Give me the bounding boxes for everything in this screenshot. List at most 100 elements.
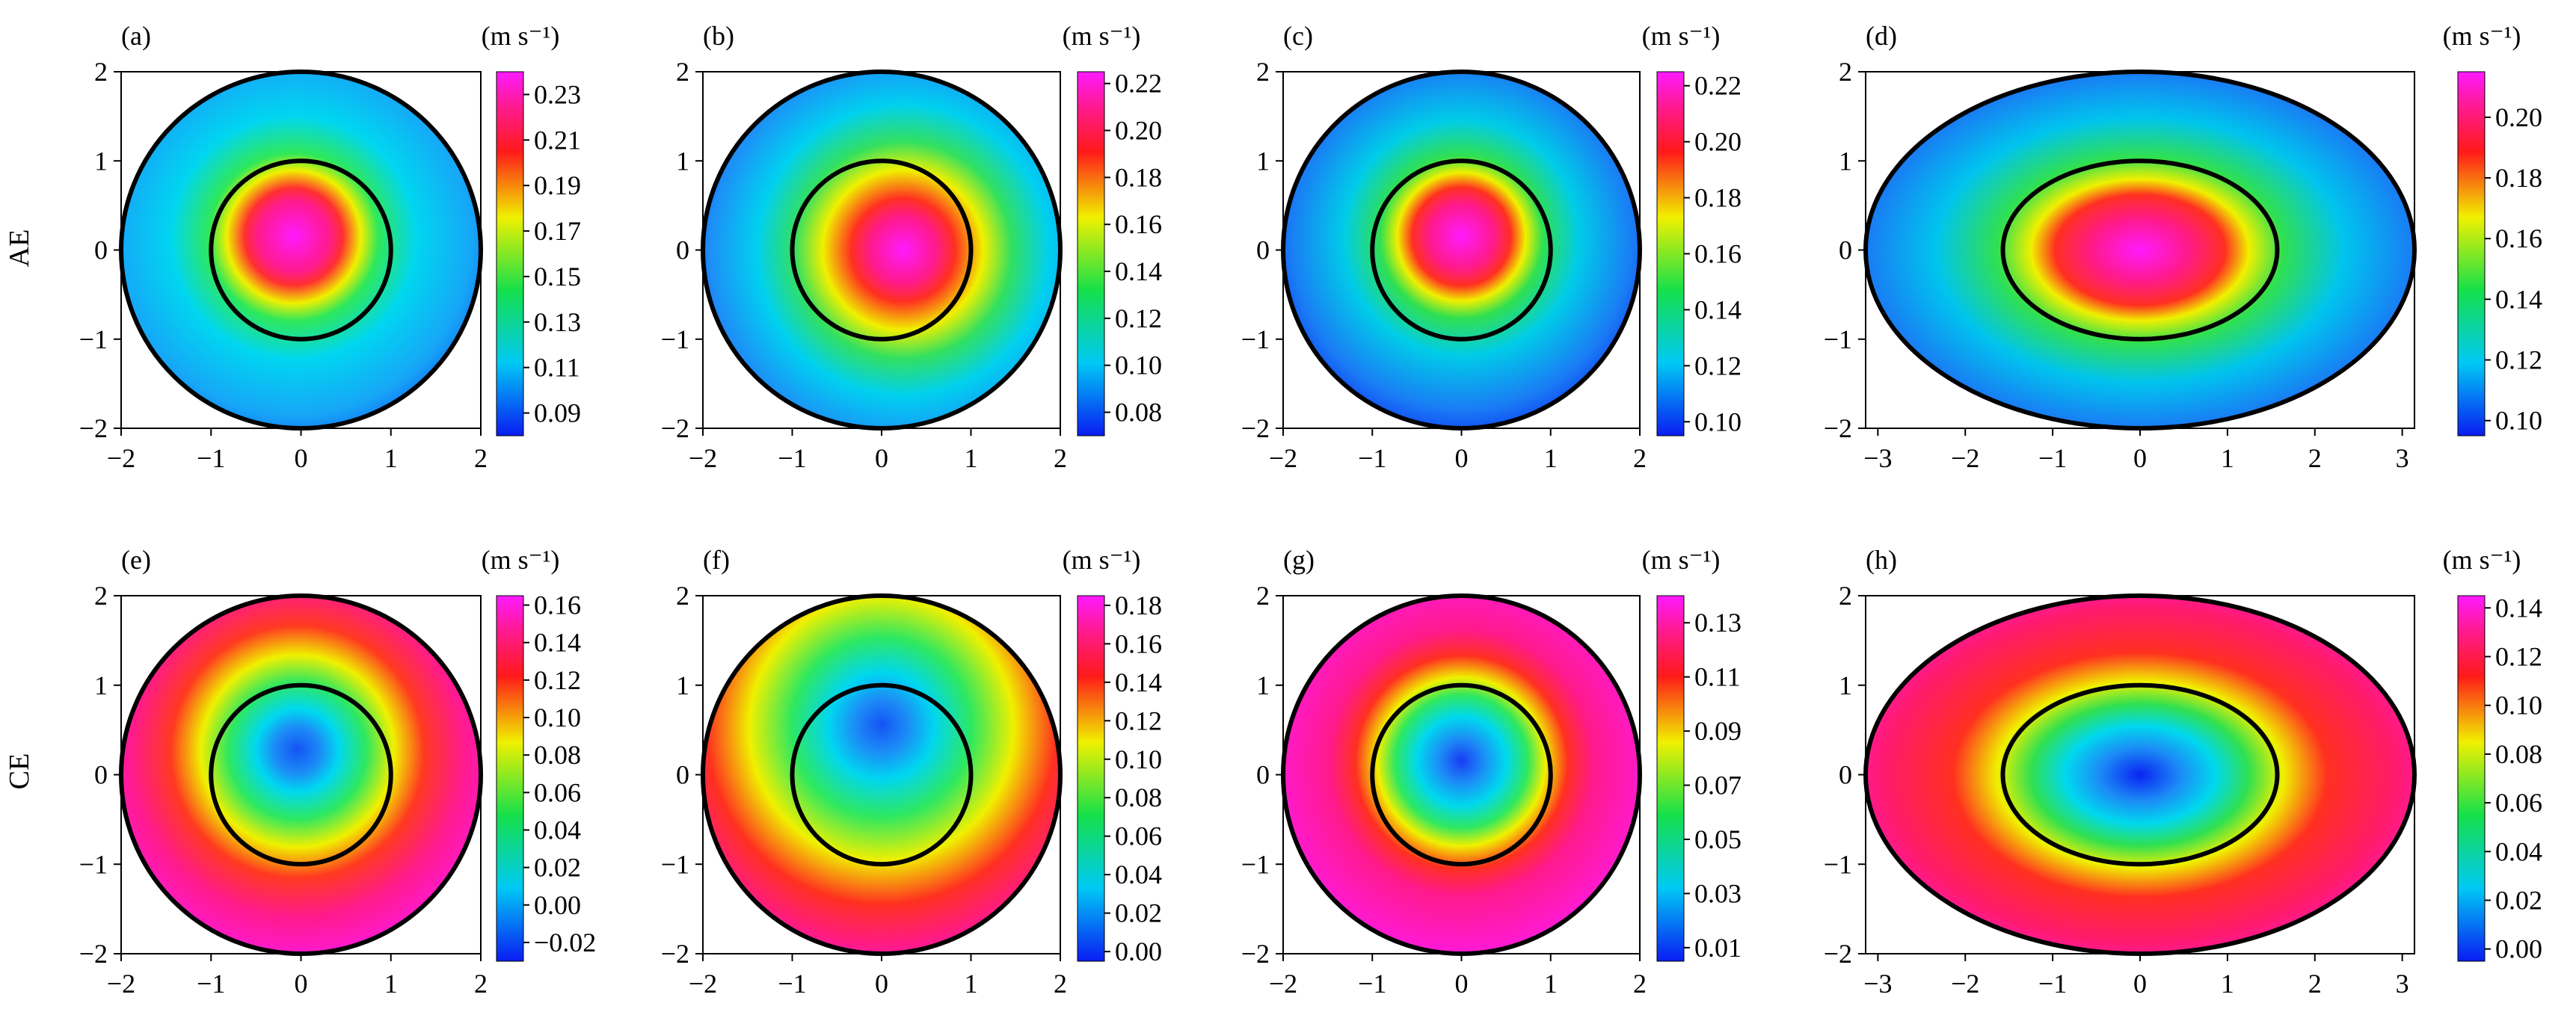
- y-tick-label: −2: [1241, 413, 1270, 443]
- colorbar-tick-label: 0.12: [2495, 345, 2542, 375]
- y-tick-label: −1: [1241, 849, 1270, 879]
- colorbar-tick-label: 0.14: [1694, 294, 1742, 324]
- x-tick-label: 1: [384, 969, 398, 999]
- y-tick-label: −2: [79, 413, 108, 443]
- colorbar-tick-label: 0.14: [1115, 667, 1162, 697]
- colorbar-unit: (m s⁻¹): [2443, 21, 2521, 51]
- field-domain: [119, 593, 483, 956]
- y-tick-label: 0: [94, 235, 108, 265]
- colorbar-tick-label: 0.15: [534, 262, 581, 291]
- colorbar-tick-label: 0.22: [1115, 69, 1162, 99]
- colorbar-tick-label: 0.01: [1694, 933, 1742, 963]
- x-tick-label: 2: [474, 443, 488, 473]
- x-tick-label: −1: [2038, 969, 2067, 999]
- colorbar-tick-label: 0.14: [2495, 593, 2542, 623]
- colorbar-tick-label: 0.22: [1694, 71, 1742, 101]
- x-tick-label: −1: [778, 969, 806, 999]
- inner-boundary: [209, 682, 393, 867]
- y-tick-label: 2: [94, 581, 108, 611]
- colorbar: [496, 595, 524, 962]
- y-tick-label: 1: [1256, 146, 1270, 176]
- panel-f: (f) −2 −1 0 1 2 −2 −1 0 1 2 (m s⁻¹) 0.00 0.02 0.04 0.06…: [661, 545, 1162, 999]
- x-tick-label: −2: [107, 443, 135, 473]
- field-domain: [1281, 593, 1642, 956]
- x-tick-label: 3: [2396, 969, 2409, 999]
- colorbar-tick-label: 0.02: [1115, 898, 1162, 928]
- panel-label: (b): [703, 21, 734, 51]
- colorbar-tick-label: 0.05: [1694, 824, 1742, 854]
- x-tick-label: −1: [1358, 969, 1386, 999]
- inner-boundary: [790, 158, 974, 342]
- x-tick-label: 0: [295, 969, 308, 999]
- y-tick-label: 0: [1839, 760, 1852, 790]
- colorbar-tick-label: 0.20: [1694, 127, 1742, 157]
- x-tick-label: −2: [689, 969, 717, 999]
- x-tick-label: −3: [1863, 443, 1892, 473]
- colorbar: [1077, 71, 1105, 436]
- colorbar-tick-label: 0.10: [534, 703, 581, 732]
- inner-boundary: [790, 682, 974, 867]
- x-tick-label: −1: [778, 443, 806, 473]
- inner-boundary: [2000, 158, 2280, 342]
- colorbar-tick-label: 0.12: [534, 665, 581, 695]
- colorbar: [496, 71, 524, 436]
- y-tick-label: −2: [1824, 413, 1852, 443]
- x-tick-label: 0: [1455, 443, 1469, 473]
- colorbar-tick-label: 0.02: [2495, 886, 2542, 916]
- colorbar-unit: (m s⁻¹): [482, 21, 560, 51]
- x-tick-label: 0: [1455, 969, 1469, 999]
- y-tick-label: 2: [1839, 581, 1852, 611]
- colorbar-tick-label: 0.10: [1115, 351, 1162, 380]
- colorbar-tick-label: 0.16: [1115, 209, 1162, 239]
- y-tick-label: 2: [1256, 57, 1270, 87]
- x-tick-label: 0: [875, 969, 888, 999]
- row-label-ce: CE: [4, 753, 35, 790]
- field-domain: [1863, 593, 2417, 956]
- colorbar-tick-label: 0.20: [1115, 116, 1162, 146]
- colorbar-tick-label: 0.08: [2495, 739, 2542, 769]
- colorbar-tick-label: 0.20: [2495, 102, 2542, 132]
- colorbar-tick-label: 0.07: [1694, 771, 1742, 800]
- panel-e: (e) −2 −1 0 1 2 −2 −1 0 1 2 (m s⁻¹) −0.02 0.00 0.02 0.0…: [79, 545, 597, 999]
- field-domain: [1863, 70, 2417, 431]
- y-tick-label: 2: [94, 57, 108, 87]
- y-tick-label: −1: [79, 324, 108, 354]
- x-tick-label: 2: [1633, 443, 1647, 473]
- x-tick-label: 1: [965, 443, 978, 473]
- y-tick-label: −1: [1824, 849, 1852, 879]
- colorbar-tick-label: 0.16: [1694, 239, 1742, 269]
- x-tick-label: 2: [1633, 969, 1647, 999]
- colorbar-tick-label: 0.04: [534, 815, 581, 845]
- y-tick-label: 0: [676, 235, 689, 265]
- colorbar-tick-label: 0.18: [1115, 590, 1162, 620]
- panel-label: (h): [1866, 545, 1897, 575]
- y-tick-label: 2: [676, 57, 689, 87]
- y-tick-label: 1: [94, 146, 108, 176]
- colorbar-unit: (m s⁻¹): [1642, 21, 1721, 51]
- colorbar-tick-label: 0.18: [1115, 162, 1162, 192]
- y-tick-label: 2: [1256, 581, 1270, 611]
- colorbar-tick-label: 0.18: [1694, 183, 1742, 213]
- inner-boundary: [1370, 682, 1553, 867]
- x-tick-label: 2: [2308, 443, 2322, 473]
- colorbar-unit: (m s⁻¹): [1063, 545, 1141, 575]
- colorbar-tick-label: 0.08: [1115, 783, 1162, 812]
- x-tick-label: −1: [197, 969, 225, 999]
- colorbar: [2457, 595, 2486, 962]
- y-tick-label: 0: [1839, 235, 1852, 265]
- x-tick-label: 1: [1544, 443, 1558, 473]
- colorbar-tick-label: 0.10: [2495, 406, 2542, 436]
- y-tick-label: 2: [676, 581, 689, 611]
- y-tick-label: −1: [1824, 324, 1852, 354]
- y-tick-label: −1: [79, 849, 108, 879]
- x-tick-label: 0: [875, 443, 888, 473]
- y-tick-label: −1: [1241, 324, 1270, 354]
- colorbar-tick-label: 0.06: [2495, 788, 2542, 818]
- colorbar-tick-label: 0.08: [1115, 398, 1162, 428]
- colorbar-tick-label: 0.13: [1694, 608, 1742, 638]
- inner-boundary: [2000, 682, 2280, 867]
- colorbar-tick-label: 0.11: [534, 353, 580, 383]
- colorbar-tick-label: 0.16: [2495, 223, 2542, 253]
- colorbar-tick-label: 0.19: [534, 170, 581, 200]
